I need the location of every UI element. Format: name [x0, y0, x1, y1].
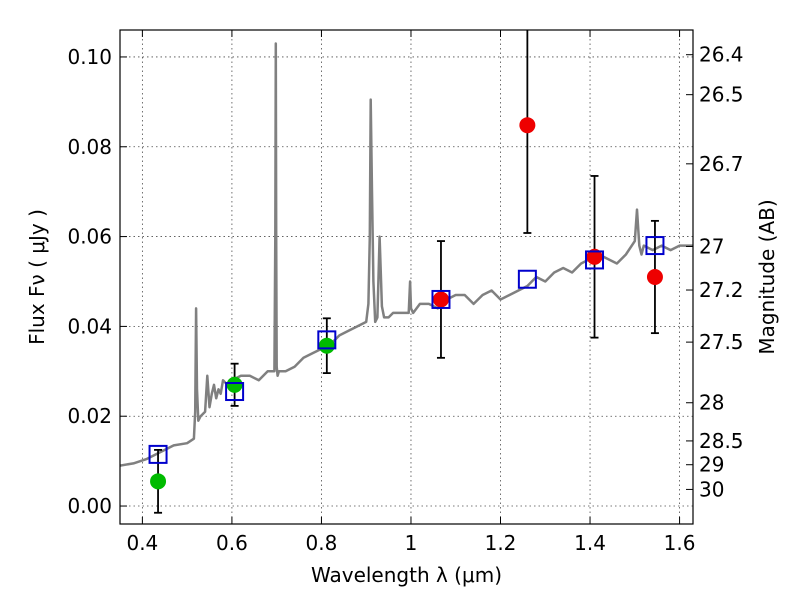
model-point — [431, 289, 451, 309]
magnitude-tick-label: 29 — [699, 453, 724, 477]
magnitude-tick-label: 26.7 — [699, 152, 744, 176]
data-point — [150, 473, 167, 490]
x-tick-label: 1.4 — [574, 531, 606, 555]
model-point — [645, 236, 665, 256]
data-point — [646, 269, 663, 285]
model-point — [148, 444, 168, 464]
x-tick-label: 0.8 — [306, 531, 338, 555]
data-point — [226, 376, 243, 393]
x-tick-label: 1.6 — [664, 531, 696, 555]
data-point — [519, 117, 536, 134]
y-tick-label: 0.02 — [67, 404, 112, 428]
x-tick-label: 1 — [405, 531, 418, 555]
x-tick-label: 1.2 — [485, 531, 517, 555]
magnitude-tick-label: 27.2 — [699, 278, 744, 302]
grid — [120, 30, 693, 524]
magnitude-tick-label: 26.5 — [699, 83, 744, 107]
magnitude-tick-label: 27.5 — [699, 330, 744, 354]
data-point — [318, 337, 335, 354]
model-point — [585, 250, 605, 270]
y-tick-label: 0.08 — [67, 135, 112, 159]
data-point — [432, 291, 449, 308]
y-tick-label: 0.06 — [67, 225, 112, 249]
plot-frame — [119, 29, 694, 525]
x-axis-title: Wavelength λ (μm) — [311, 563, 502, 587]
y-tick-label: 0.10 — [67, 45, 112, 69]
y-axis-title-right: Magnitude (AB) — [755, 199, 779, 354]
model-point — [317, 330, 337, 350]
y-tick-label: 0.00 — [67, 494, 112, 518]
y-axis-title-left: Flux Fν ( μJy ) — [25, 209, 49, 345]
spectrum-line — [120, 42, 693, 467]
x-tick-label: 0.6 — [216, 531, 248, 555]
magnitude-tick-label: 26.4 — [699, 43, 744, 67]
magnitude-tick-label: 30 — [699, 477, 724, 501]
data-layer — [120, 30, 693, 514]
y-tick-label: 0.04 — [67, 314, 112, 338]
model-point — [517, 269, 537, 289]
model-point — [225, 382, 245, 402]
x-tick-label: 0.4 — [126, 531, 158, 555]
magnitude-tick-label: 28.5 — [699, 429, 744, 453]
magnitude-tick-label: 27 — [699, 234, 724, 258]
magnitude-tick-label: 28 — [699, 391, 724, 415]
